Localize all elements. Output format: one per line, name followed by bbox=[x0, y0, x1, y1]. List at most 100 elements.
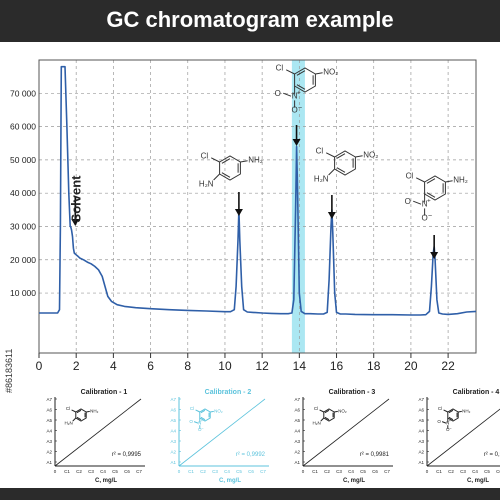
calibration-y-tick: A4 bbox=[294, 429, 300, 434]
calibration-r2: r² = 0,9989 bbox=[484, 452, 500, 458]
atom-label: O bbox=[405, 197, 411, 206]
ring-double-bond bbox=[76, 416, 82, 421]
calibration-title: Calibration - 1 bbox=[81, 389, 128, 396]
calibration-y-tick: A2 bbox=[46, 450, 52, 455]
bond bbox=[72, 417, 77, 422]
bond bbox=[240, 160, 248, 163]
ring-double-bond bbox=[336, 167, 346, 173]
calibration-y-tick: A7 bbox=[170, 397, 176, 402]
calibration-x-tick: C5 bbox=[484, 469, 490, 474]
atom-label: − bbox=[201, 426, 204, 431]
calibration-x-tick: C3 bbox=[88, 469, 94, 474]
atom-label: H₂N bbox=[313, 420, 321, 425]
atom-label: Cl bbox=[438, 406, 442, 411]
calibration-x-tick: C1 bbox=[436, 469, 442, 474]
x-tick-label: 8 bbox=[184, 359, 191, 373]
plot-frame bbox=[38, 59, 477, 354]
bond bbox=[86, 410, 90, 413]
atom-label: H₂N bbox=[65, 420, 73, 425]
calibration-y-tick: A3 bbox=[170, 439, 176, 444]
bond bbox=[213, 173, 220, 181]
calibration-y-tick: A4 bbox=[46, 429, 52, 434]
y-tick-label: 60 000 bbox=[10, 122, 36, 132]
bottom-strip bbox=[0, 488, 500, 500]
calibration-y-tick: A7 bbox=[294, 397, 300, 402]
atom-label: − bbox=[298, 103, 302, 112]
calibration-x-tick: 0 bbox=[54, 469, 57, 474]
y-tick-label: 40 000 bbox=[10, 188, 36, 198]
atom-label: O bbox=[437, 419, 441, 424]
molecule-peak-1: Cl NH₂ H₂N bbox=[199, 151, 263, 188]
calibration-x-tick: C3 bbox=[212, 469, 218, 474]
atom-label: + bbox=[201, 419, 203, 423]
atom-label: H₂N bbox=[199, 180, 214, 189]
calibration-line bbox=[426, 408, 500, 467]
atom-label: N bbox=[446, 420, 449, 425]
bond bbox=[315, 72, 323, 75]
bond bbox=[328, 168, 335, 176]
calibration-y-tick: A3 bbox=[294, 439, 300, 444]
calibration-plot-4: Calibration - 4 A1 A2 A3 A4 A5 A6 A7 0 C1 C2 C3 C4 C5… bbox=[418, 389, 500, 484]
calibration-x-tick: C6 bbox=[124, 469, 130, 474]
calibration-title: Calibration - 4 bbox=[453, 389, 500, 396]
calibration-plot-2: Calibration - 2 A1 A2 A3 A4 A5 A6 A7 0 C1 C2 C3 C4 C5… bbox=[170, 389, 269, 484]
atom-label: N bbox=[198, 420, 201, 425]
bond bbox=[415, 177, 425, 183]
atom-label: Cl bbox=[314, 406, 318, 411]
calibration-y-tick: A2 bbox=[418, 450, 424, 455]
calibration-y-tick: A4 bbox=[170, 429, 176, 434]
y-tick-label: 10 000 bbox=[10, 288, 36, 298]
atom-label: N bbox=[422, 200, 428, 209]
calibration-x-tick: C3 bbox=[336, 469, 342, 474]
calibration-r2: r² = 0,9981 bbox=[360, 452, 390, 458]
bond bbox=[445, 180, 453, 183]
x-tick-label: 18 bbox=[367, 359, 381, 373]
x-tick-label: 14 bbox=[293, 359, 307, 373]
ring-double-bond bbox=[324, 409, 330, 414]
atom-label: O bbox=[446, 427, 450, 432]
bond bbox=[319, 409, 325, 413]
calibration-x-tick: C2 bbox=[200, 469, 206, 474]
calibration-plot-3: Calibration - 3 A1 A2 A3 A4 A5 A6 A7 0 C1 C2 C3 C4 C5… bbox=[294, 389, 393, 484]
atom-label: NH₂ bbox=[90, 408, 98, 413]
calibration-x-tick: C4 bbox=[224, 469, 230, 474]
y-tick-label: 30 000 bbox=[10, 221, 36, 231]
benzene-ring bbox=[424, 175, 446, 201]
atom-label: H₂N bbox=[314, 175, 329, 184]
calibration-y-tick: A1 bbox=[46, 460, 52, 465]
y-tick-label: 20 000 bbox=[10, 255, 36, 265]
ring-double-bond bbox=[426, 178, 436, 184]
calibration-x-tick: C4 bbox=[100, 469, 106, 474]
calibration-y-tick: A5 bbox=[418, 418, 424, 423]
bond bbox=[334, 410, 338, 413]
atom-label: O bbox=[421, 213, 427, 222]
title-banner bbox=[0, 0, 500, 42]
ring-double-bond bbox=[200, 409, 206, 414]
atom-label: Cl bbox=[190, 406, 194, 411]
x-tick-label: 20 bbox=[404, 359, 418, 373]
ring-double-bond bbox=[200, 416, 206, 421]
bond bbox=[210, 410, 214, 413]
bond bbox=[413, 200, 422, 205]
ring-double-bond bbox=[221, 158, 231, 164]
calibration-y-tick: A7 bbox=[46, 397, 52, 402]
calibration-x-tick: C7 bbox=[260, 469, 266, 474]
ring-double-bond bbox=[448, 409, 454, 414]
calibration-y-tick: A2 bbox=[294, 450, 300, 455]
calibration-x-tick: C4 bbox=[472, 469, 478, 474]
calibration-y-tick: A1 bbox=[294, 460, 300, 465]
atom-label: O bbox=[198, 427, 202, 432]
calibration-x-tick: 0 bbox=[178, 469, 181, 474]
calibration-y-tick: A6 bbox=[46, 408, 52, 413]
atom-label: O bbox=[189, 419, 193, 424]
atom-label: NO₂ bbox=[338, 408, 347, 413]
bond bbox=[210, 157, 220, 163]
peak-1-arrow-head bbox=[234, 209, 243, 216]
calibration-xlabel: C, mg/L bbox=[95, 478, 117, 484]
calibration-x-tick: C7 bbox=[136, 469, 142, 474]
calibration-x-tick: C1 bbox=[312, 469, 318, 474]
x-tick-label: 4 bbox=[110, 359, 117, 373]
